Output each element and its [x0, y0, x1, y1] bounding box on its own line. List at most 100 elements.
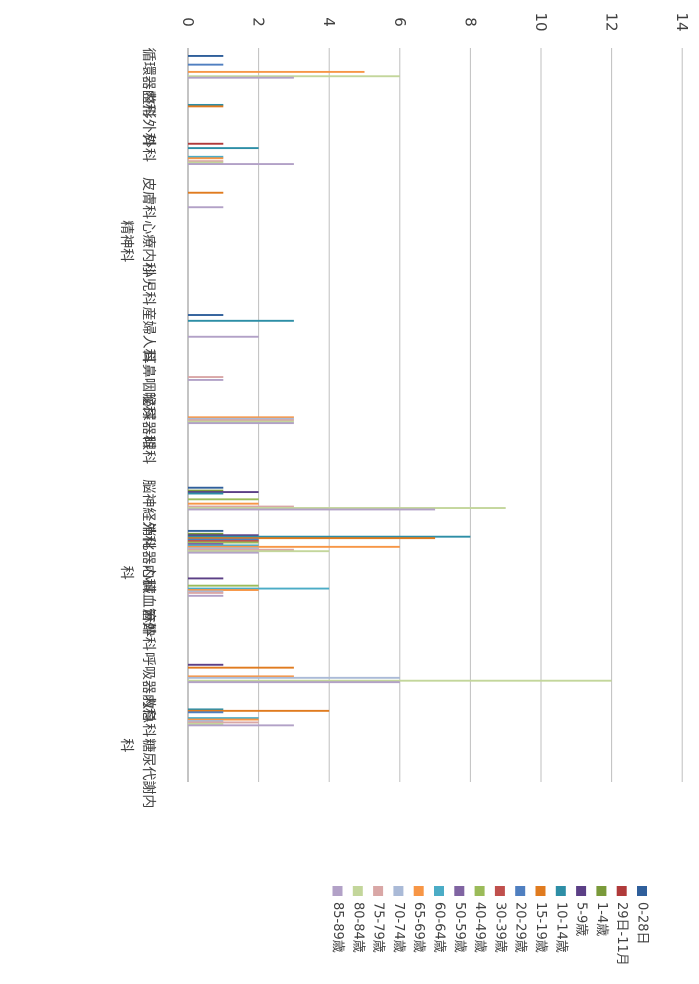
legend-label: 5-9歳	[574, 902, 589, 936]
category-tick-label: 整形外科	[140, 91, 156, 147]
bar	[188, 541, 259, 544]
bar	[188, 508, 436, 511]
bar	[188, 534, 259, 537]
bar	[188, 507, 506, 509]
bar	[188, 70, 365, 73]
bar	[188, 594, 224, 597]
bar	[188, 489, 224, 492]
category-tick-label: 麻酔科	[140, 609, 156, 651]
bar	[188, 103, 224, 106]
legend-swatch	[393, 886, 404, 896]
legend-label: 60-64歳	[432, 902, 447, 953]
bar	[188, 718, 259, 721]
bar	[188, 548, 294, 551]
bar	[188, 505, 294, 508]
category-label: 皮膚科	[140, 177, 156, 219]
legend-swatch	[515, 886, 526, 896]
legend-label: 0-28日	[635, 902, 650, 945]
legend-swatch	[576, 886, 587, 896]
bar	[188, 666, 294, 669]
category-label: 産婦人科	[140, 307, 157, 363]
legend: 0-28日 29日-11月 1-4歳 5-9歳 10-14歳 15-19歳 20-29歳 30…	[330, 886, 650, 966]
bar	[188, 498, 259, 501]
bar	[188, 591, 224, 594]
legend-item: 20-29歳	[513, 886, 528, 953]
bar	[188, 538, 259, 541]
bar	[188, 63, 224, 66]
category-label: 救急科	[140, 695, 156, 737]
bar	[188, 75, 400, 78]
category-label: 呼吸器内科	[140, 652, 156, 722]
category-label: 循環器内科	[140, 48, 156, 118]
legend-swatch	[373, 886, 384, 896]
legend-swatch	[352, 886, 363, 896]
bar	[188, 492, 224, 495]
legend-swatch	[434, 886, 444, 896]
legend-item: 10-14歳	[553, 886, 568, 953]
bar	[188, 155, 224, 158]
bar	[188, 491, 259, 494]
legend-swatch	[637, 886, 647, 896]
bar	[188, 419, 294, 422]
legend-item: 75-79歳	[371, 886, 386, 953]
legend-item: 30-39歳	[492, 886, 507, 953]
bar	[188, 161, 224, 164]
legend-label: 40-49歳	[472, 902, 487, 953]
value-tick-label: 8	[461, 17, 479, 27]
legend-swatch	[494, 886, 505, 896]
bar	[188, 587, 330, 590]
category-label: 整形外科	[140, 91, 156, 147]
bar	[188, 105, 224, 108]
bar	[188, 378, 224, 381]
legend-swatch	[596, 886, 607, 896]
legend-label: 10-14歳	[553, 902, 568, 953]
legend-label: 75-79歳	[371, 902, 386, 953]
legend-swatch	[474, 886, 485, 896]
category-label: 糖尿代謝内科	[118, 738, 156, 808]
bar	[188, 486, 224, 489]
legend-label: 65-69歳	[411, 902, 426, 953]
category-tick-label: 脳神経外科	[140, 479, 156, 549]
legend-swatch	[535, 886, 546, 896]
bar	[188, 417, 294, 420]
bar	[188, 540, 259, 542]
category-label: 消化器内科	[140, 523, 156, 593]
bar	[188, 679, 612, 682]
bar	[188, 551, 259, 554]
legend-item: 70-74歳	[391, 886, 406, 953]
bar	[188, 722, 224, 725]
bar	[188, 76, 294, 79]
category-label: 心療内科・精神科	[118, 220, 157, 290]
bar	[188, 547, 259, 550]
category-tick-label: 循環器内科	[140, 48, 156, 118]
category-label: 麻酔科	[140, 609, 156, 651]
bar	[188, 319, 294, 322]
category-label: 耳鼻咽喉科	[140, 350, 157, 420]
bar	[188, 142, 224, 145]
bar	[188, 709, 330, 712]
bar	[188, 206, 224, 209]
value-tick-label: 12	[603, 12, 621, 31]
bar	[188, 721, 259, 724]
category-tick-label: 産婦人科	[140, 307, 157, 363]
bar	[188, 577, 224, 580]
legend-swatch	[413, 886, 424, 896]
bar	[188, 550, 330, 553]
bar	[188, 537, 436, 540]
legend-item: 80-84歳	[350, 886, 365, 953]
category-tick-label: 泌尿器科	[140, 393, 156, 449]
bar	[188, 147, 259, 150]
bars	[188, 55, 612, 727]
value-axis: 0 2 4 6 8 10 12 14	[179, 12, 691, 31]
bar	[188, 675, 294, 678]
value-tick-label: 2	[250, 17, 268, 27]
category-axis: 循環器内科整形外科外科皮膚科心療内科・精神科小児科産婦人科耳鼻咽喉科泌尿器科眼科…	[118, 48, 157, 809]
bar	[188, 55, 224, 57]
bar	[188, 681, 400, 684]
legend-swatch	[616, 886, 627, 896]
category-tick-label: 救急科	[140, 695, 156, 737]
bar	[188, 708, 224, 711]
category-tick-label: 皮膚科	[140, 177, 156, 219]
category-tick-label: 耳鼻咽喉科	[140, 350, 157, 420]
bar	[188, 160, 224, 163]
